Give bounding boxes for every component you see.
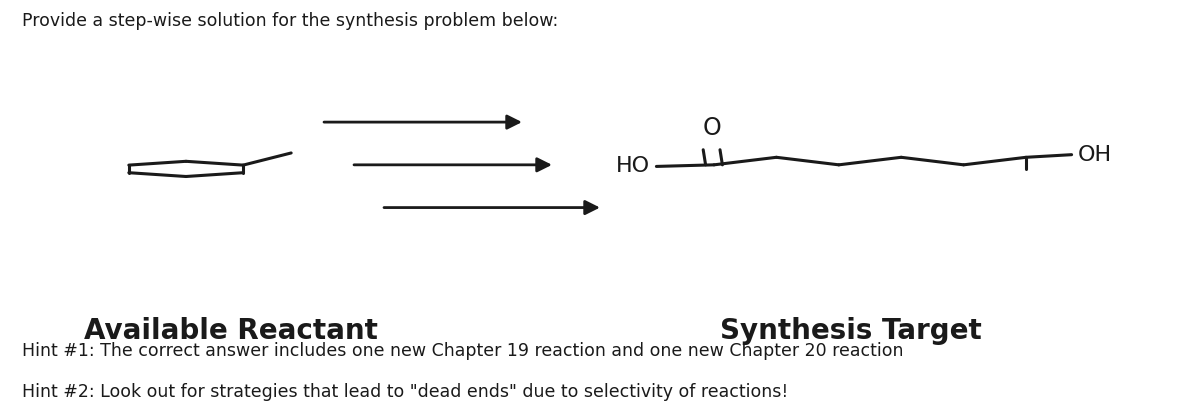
Text: O: O bbox=[702, 116, 721, 140]
Text: OH: OH bbox=[1078, 144, 1111, 165]
Text: Hint #1: The correct answer includes one new Chapter 19 reaction and one new Cha: Hint #1: The correct answer includes one… bbox=[22, 342, 904, 360]
Text: Available Reactant: Available Reactant bbox=[84, 317, 378, 346]
Text: HO: HO bbox=[617, 156, 650, 176]
Text: Hint #2: Look out for strategies that lead to "dead ends" due to selectivity of : Hint #2: Look out for strategies that le… bbox=[22, 383, 788, 400]
Text: Provide a step-wise solution for the synthesis problem below:: Provide a step-wise solution for the syn… bbox=[22, 12, 558, 30]
Text: Synthesis Target: Synthesis Target bbox=[720, 317, 982, 346]
